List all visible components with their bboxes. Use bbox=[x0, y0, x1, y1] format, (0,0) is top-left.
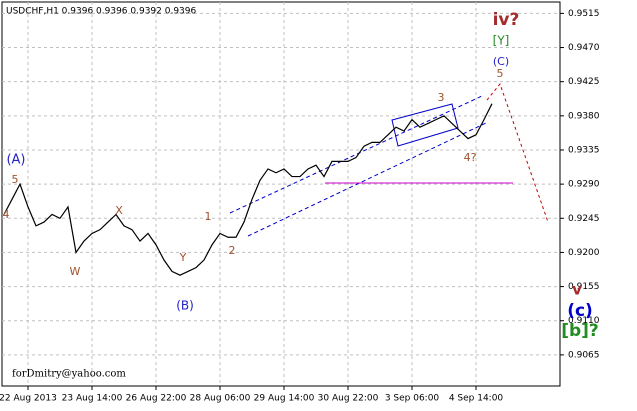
y-tick-label: 0.9425 bbox=[568, 77, 600, 87]
annotation: 1 bbox=[205, 210, 212, 223]
price-line bbox=[3, 103, 493, 276]
x-tick-label: 23 Aug 14:00 bbox=[62, 394, 123, 404]
annotation: 5 bbox=[497, 67, 504, 80]
annotation: 4? bbox=[464, 151, 477, 164]
plot-frame bbox=[1, 1, 561, 387]
chart-title: USDCHF,H1 0.9396 0.9396 0.9392 0.9396 bbox=[6, 7, 196, 17]
annotation: 4 bbox=[3, 208, 10, 221]
annotation: (B) bbox=[176, 299, 194, 313]
y-tick-label: 0.9290 bbox=[568, 180, 600, 190]
annotation: Y bbox=[179, 251, 187, 264]
y-tick-label: 0.9155 bbox=[568, 282, 600, 292]
marks bbox=[3, 103, 493, 276]
x-tick-label: 26 Aug 22:00 bbox=[126, 394, 187, 404]
annotation: 3 bbox=[438, 91, 445, 104]
x-tick-label: 28 Aug 06:00 bbox=[190, 394, 251, 404]
annotation: (c) bbox=[567, 301, 593, 321]
drawing bbox=[391, 103, 459, 147]
annotation: forDmitry@yahoo.com bbox=[12, 369, 126, 380]
annotation: (C) bbox=[493, 55, 509, 68]
y-tick-label: 0.9380 bbox=[568, 111, 600, 121]
x-tick-label: 3 Sep 06:00 bbox=[385, 394, 440, 404]
drawing bbox=[247, 121, 489, 237]
annotation: W bbox=[70, 265, 81, 278]
y-tick-label: 0.9245 bbox=[568, 214, 600, 224]
y-tick-label: 0.9515 bbox=[568, 9, 600, 19]
grid bbox=[2, 2, 560, 386]
annotation: iv? bbox=[493, 10, 520, 30]
x-tick-label: 4 Sep 14:00 bbox=[449, 394, 504, 404]
x-tick-label: 30 Aug 22:00 bbox=[318, 394, 379, 404]
annotation: [Y] bbox=[493, 34, 510, 48]
y-tick-label: 0.9335 bbox=[568, 145, 600, 155]
x-tick-label: 29 Aug 14:00 bbox=[254, 394, 315, 404]
annotation: v bbox=[572, 281, 582, 299]
y-tick-label: 0.9470 bbox=[568, 43, 600, 53]
drawing bbox=[229, 95, 483, 214]
y-tick-label: 0.9200 bbox=[568, 248, 600, 258]
y-tick-label: 0.9065 bbox=[568, 350, 600, 360]
x-tick-label: 22 Aug 2013 bbox=[0, 394, 57, 404]
annotation: (A) bbox=[6, 153, 25, 168]
annotation: [b]? bbox=[561, 321, 599, 341]
drawing bbox=[486, 82, 549, 223]
annotation: 5 bbox=[12, 173, 19, 186]
y-tick-label: 0.9110 bbox=[568, 316, 600, 326]
annotation: 2 bbox=[229, 244, 236, 257]
annotation: X bbox=[115, 204, 123, 217]
